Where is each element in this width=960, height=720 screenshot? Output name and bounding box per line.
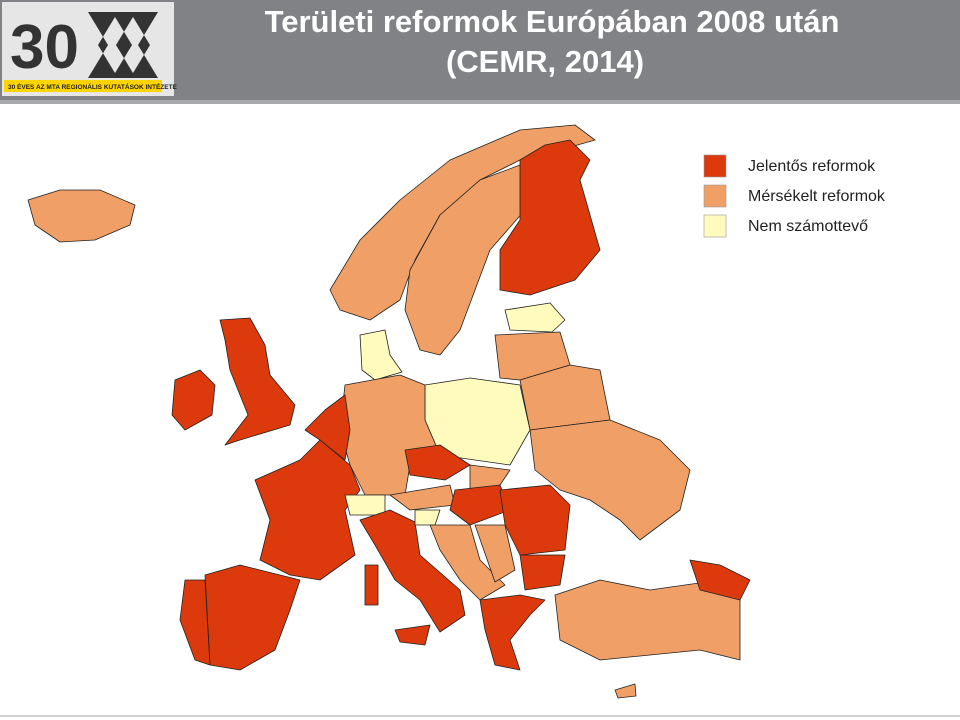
country <box>529 419 691 541</box>
legend-swatch <box>703 214 727 238</box>
legend-swatch <box>703 154 727 178</box>
country <box>364 564 379 606</box>
logo-strip <box>4 80 162 92</box>
title-line: Területi reformok Európában 2008 után <box>265 4 840 39</box>
country <box>27 189 136 243</box>
country <box>449 484 511 526</box>
country <box>394 624 431 646</box>
country <box>414 509 441 526</box>
country <box>499 484 571 556</box>
country <box>404 164 526 356</box>
country <box>344 494 386 516</box>
country <box>179 579 211 666</box>
legend: Jelentős reformok Mérsékelt reformok Nem s… <box>703 154 886 238</box>
header-rule <box>0 100 960 104</box>
country <box>689 559 751 601</box>
country <box>504 302 566 333</box>
country <box>474 524 516 583</box>
legend-label: Jelentős reformok <box>748 158 876 175</box>
country <box>519 554 566 591</box>
country <box>359 329 403 381</box>
legend-label: Nem számottevő <box>748 218 868 235</box>
country <box>429 524 506 601</box>
title-line: (CEMR, 2014) <box>446 44 644 79</box>
country <box>219 317 296 446</box>
country <box>204 564 301 671</box>
country <box>499 139 601 296</box>
country <box>614 683 637 699</box>
logo-caption: 30 ÉVES AZ MTA REGIONÁLIS KUTATÁSOK INTÉ… <box>8 82 178 91</box>
country <box>359 509 466 633</box>
country <box>554 579 741 661</box>
country <box>479 594 546 671</box>
country <box>171 369 216 431</box>
legend-swatch <box>703 184 727 208</box>
europe-map <box>27 124 751 699</box>
country <box>304 394 351 461</box>
logo-number: 30 <box>10 13 79 82</box>
logo-chevrons <box>88 12 158 78</box>
country <box>254 439 361 581</box>
country <box>404 444 471 481</box>
logo: 30 30 ÉVES AZ MTA REGIONÁLIS KUTATÁSOK I… <box>2 2 178 96</box>
legend-label: Mérsékelt reformok <box>748 188 886 205</box>
